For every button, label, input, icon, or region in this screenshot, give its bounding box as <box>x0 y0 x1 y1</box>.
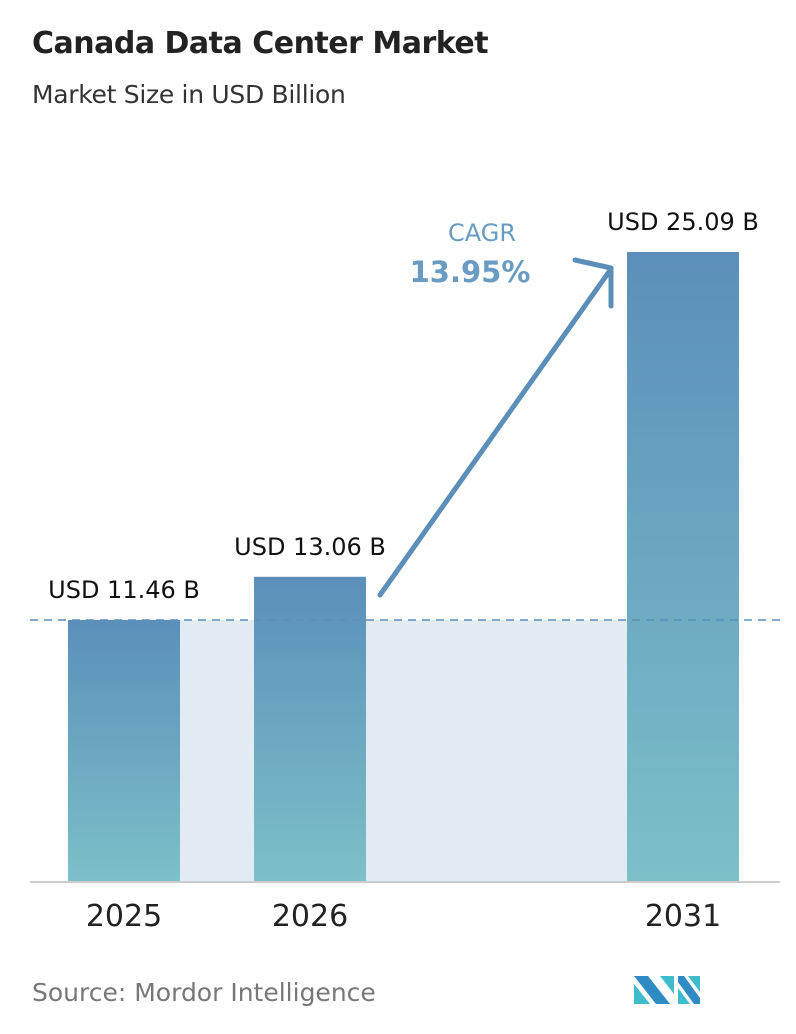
data-label-2026: USD 13.06 B <box>234 533 386 561</box>
bar-2031 <box>627 251 739 883</box>
chart-subtitle: Market Size in USD Billion <box>32 80 346 109</box>
cagr-label: CAGR <box>448 219 516 247</box>
x-tick-label-2026: 2026 <box>272 899 348 934</box>
cagr-arrow <box>377 257 614 598</box>
x-tick-label-2031: 2031 <box>645 899 721 934</box>
x-tick-label-2025: 2025 <box>86 899 162 934</box>
data-label-2025: USD 11.46 B <box>48 576 200 604</box>
shaded-region <box>180 619 627 882</box>
cagr-value: 13.95% <box>410 255 531 289</box>
data-label-2031: USD 25.09 B <box>607 208 759 236</box>
source-note: Source: Mordor Intelligence <box>32 978 376 1007</box>
bar-2026 <box>254 576 366 882</box>
mordor-logo-icon <box>634 976 700 1004</box>
bar-2025 <box>68 619 180 882</box>
chart-title: Canada Data Center Market <box>32 26 489 61</box>
